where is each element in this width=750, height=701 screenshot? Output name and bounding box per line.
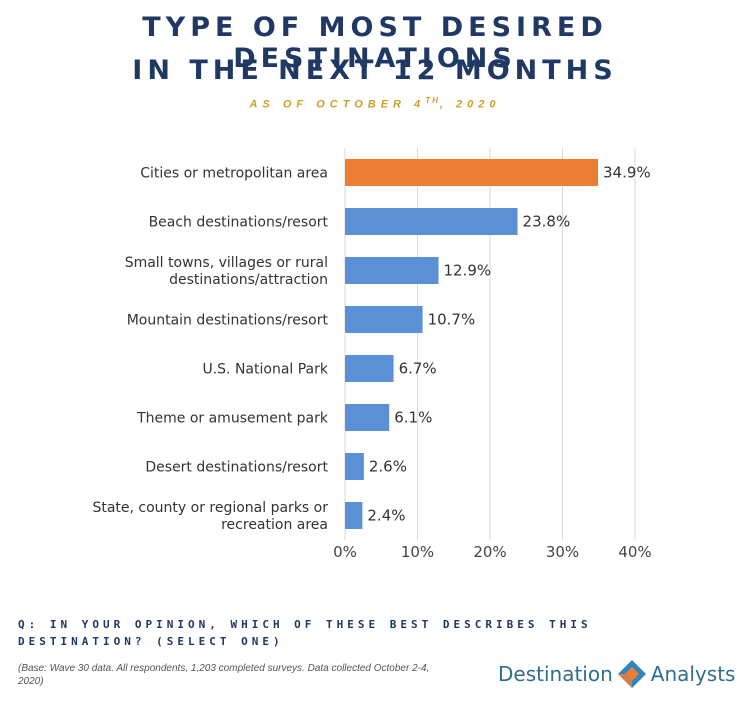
bar — [345, 159, 599, 186]
data-label: 6.7% — [399, 360, 437, 378]
data-label: 12.9% — [444, 262, 492, 280]
bar — [345, 208, 518, 235]
chart-title-line-1: TYPE OF MOST DESIRED DESTINATIONS — [142, 12, 608, 74]
category-label: Cities or metropolitan area — [140, 166, 328, 182]
logo-text-destination: Destination — [498, 662, 613, 686]
x-tick-label: 30% — [546, 543, 579, 561]
bar — [345, 257, 439, 284]
data-label: 2.6% — [369, 458, 407, 476]
bar — [345, 502, 363, 529]
bar — [345, 404, 390, 431]
bar — [345, 453, 364, 480]
x-tick-label: 40% — [618, 543, 651, 561]
chart-subtitle: AS OF OCTOBER 4TH, 2020 — [0, 96, 750, 111]
survey-question-line-2: DESTINATION? (SELECT ONE) — [18, 635, 284, 648]
base-note: (Base: Wave 30 data. All respondents, 1,… — [18, 663, 430, 687]
subtitle-date-prefix: AS OF OCTOBER 4 — [249, 98, 426, 111]
x-tick-label: 0% — [333, 543, 357, 561]
subtitle-date-suffix: TH — [425, 96, 440, 105]
x-tick-label: 20% — [473, 543, 506, 561]
category-label: Small towns, villages or rural destinatio… — [125, 255, 328, 288]
data-label: 6.1% — [394, 409, 432, 427]
category-label: Desert destinations/resort — [145, 460, 328, 476]
category-label: State, county or regional parks or recrea… — [92, 500, 328, 533]
bar — [345, 355, 394, 382]
diamond-logo-icon — [617, 660, 646, 688]
logo-text-analysts: Analysts — [650, 662, 736, 686]
subtitle-year: , 2020 — [439, 98, 501, 111]
category-label: U.S. National Park — [202, 362, 328, 378]
category-label: Beach destinations/resort — [149, 215, 329, 231]
category-label: Mountain destinations/resort — [127, 313, 329, 329]
chart-title-line-2: IN THE NEXT 12 MONTHS — [132, 55, 618, 86]
data-label: 2.4% — [367, 507, 405, 525]
category-label: Theme or amusement park — [136, 411, 329, 427]
survey-question-line-1: Q: IN YOUR OPINION, WHICH OF THESE BEST … — [18, 618, 592, 631]
bar — [345, 306, 423, 333]
bar-chart: 0% 10% 20% 30% 40% 34.9% Cities or metropolita… — [92, 148, 652, 561]
data-label: 10.7% — [428, 311, 476, 329]
data-label: 34.9% — [603, 164, 651, 182]
data-label: 23.8% — [523, 213, 571, 231]
destination-analysts-logo: Destination Analysts — [498, 656, 735, 692]
x-tick-label: 10% — [401, 543, 434, 561]
survey-question: Q: IN YOUR OPINION, WHICH OF THESE BEST … — [18, 616, 618, 650]
